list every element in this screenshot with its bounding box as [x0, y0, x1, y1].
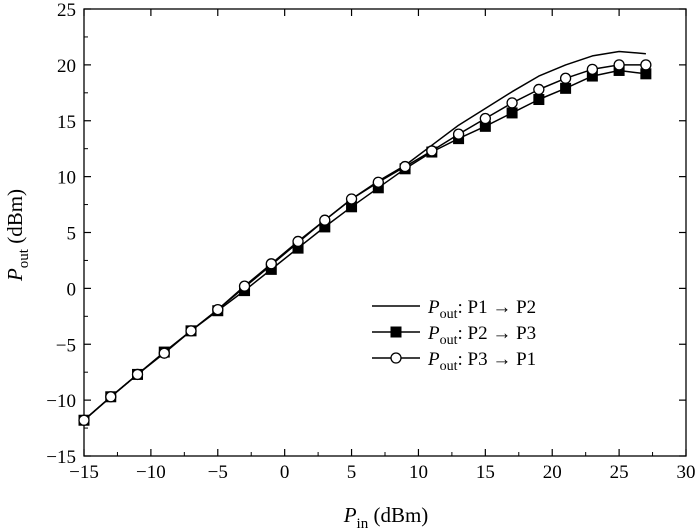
legend-label-part: P — [427, 323, 440, 344]
legend-label-part: P — [427, 349, 440, 370]
series-1-line — [83, 50, 646, 421]
legend-marker — [390, 326, 402, 338]
legend-item-2: Pout: P2 → P3 — [372, 323, 536, 348]
series-3-point — [372, 176, 384, 188]
series-3-point — [559, 72, 572, 84]
series-3-point — [131, 368, 144, 381]
legend-item-3: Pout: P3 → P1 — [372, 349, 536, 374]
x-tick-label: 20 — [543, 462, 562, 483]
y-axis-label-sub: out — [16, 248, 32, 268]
series-3-point — [533, 83, 545, 96]
legend-label: Pout: P2 → P3 — [427, 323, 536, 348]
x-tick-label: 30 — [677, 462, 696, 483]
y-tick-label: −10 — [46, 391, 76, 412]
legend-marker — [390, 352, 402, 364]
x-tick-label: −10 — [136, 462, 166, 483]
series-3-point — [586, 63, 599, 75]
y-tick-label: 25 — [57, 0, 76, 21]
series-3-line — [83, 64, 646, 421]
y-tick-label: −15 — [46, 447, 76, 468]
series-2-point — [533, 94, 545, 106]
y-axis-label: Pout (dBm) — [3, 189, 32, 282]
x-tick-label: 15 — [476, 462, 495, 483]
series-3-point — [158, 347, 170, 359]
series-3-point — [345, 193, 358, 205]
series-3-point — [479, 112, 491, 125]
series-3-point — [292, 235, 304, 248]
legend-label-part: out — [440, 359, 458, 374]
x-axis-label-main: P — [343, 503, 357, 527]
x-tick-label: 0 — [280, 462, 290, 483]
y-axis-label-unit: (dBm) — [3, 189, 27, 249]
series-3-point — [78, 414, 90, 426]
legend-label-part: : P2 → P3 — [458, 323, 537, 344]
series-1 — [83, 50, 646, 421]
ticks-group: −15 −10 −5 0 5 10 15 20 25 30 −15 −10 −5 0 5 10 15 20 25 — [46, 0, 695, 483]
legend-label-part: : P3 → P1 — [458, 349, 537, 370]
y-tick-label: 5 — [67, 224, 77, 245]
series-3-point — [640, 59, 652, 71]
series-3-point — [238, 280, 251, 292]
series-3-point — [452, 128, 465, 140]
legend-label: Pout: P1 → P2 — [427, 297, 536, 322]
series-3-point — [212, 303, 224, 316]
legend-label: Pout: P3 → P1 — [427, 349, 536, 374]
series-2-line — [83, 69, 646, 421]
x-tick-label: −15 — [69, 462, 99, 483]
legend-item-1: Pout: P1 → P2 — [372, 297, 536, 322]
legend-label-part: out — [440, 333, 458, 348]
series-2-point — [506, 107, 518, 119]
x-tick-label: 5 — [347, 462, 357, 483]
x-axis-label-sub: in — [357, 516, 369, 530]
series-3-point — [265, 258, 277, 270]
series-3-point — [506, 97, 518, 109]
legend-label-part: out — [440, 307, 458, 322]
series-2-point — [560, 82, 572, 94]
x-tick-label: 10 — [409, 462, 428, 483]
series-3-point — [613, 59, 625, 71]
x-tick-label: 25 — [610, 462, 629, 483]
series-3-point — [185, 325, 197, 337]
series-3-point — [319, 214, 331, 226]
series-3-point — [105, 391, 117, 403]
y-axis-label-main: P — [3, 268, 27, 282]
series-group — [78, 50, 652, 426]
series-3 — [78, 59, 652, 426]
legend-label-part: : P1 → P2 — [458, 297, 537, 318]
x-axis-label: Pin (dBm) — [343, 503, 429, 530]
y-tick-label: 0 — [67, 279, 77, 300]
y-tick-label: 20 — [57, 56, 76, 77]
x-tick-label: −5 — [208, 462, 228, 483]
y-tick-label: 15 — [57, 112, 76, 133]
y-tick-label: 10 — [57, 168, 76, 189]
series-2 — [78, 64, 652, 426]
series-3-point — [426, 145, 438, 157]
series-3-point — [399, 160, 411, 173]
legend-label-part: P — [427, 297, 440, 318]
y-tick-label: −5 — [56, 335, 76, 356]
x-axis-label-unit: (dBm) — [368, 503, 428, 527]
